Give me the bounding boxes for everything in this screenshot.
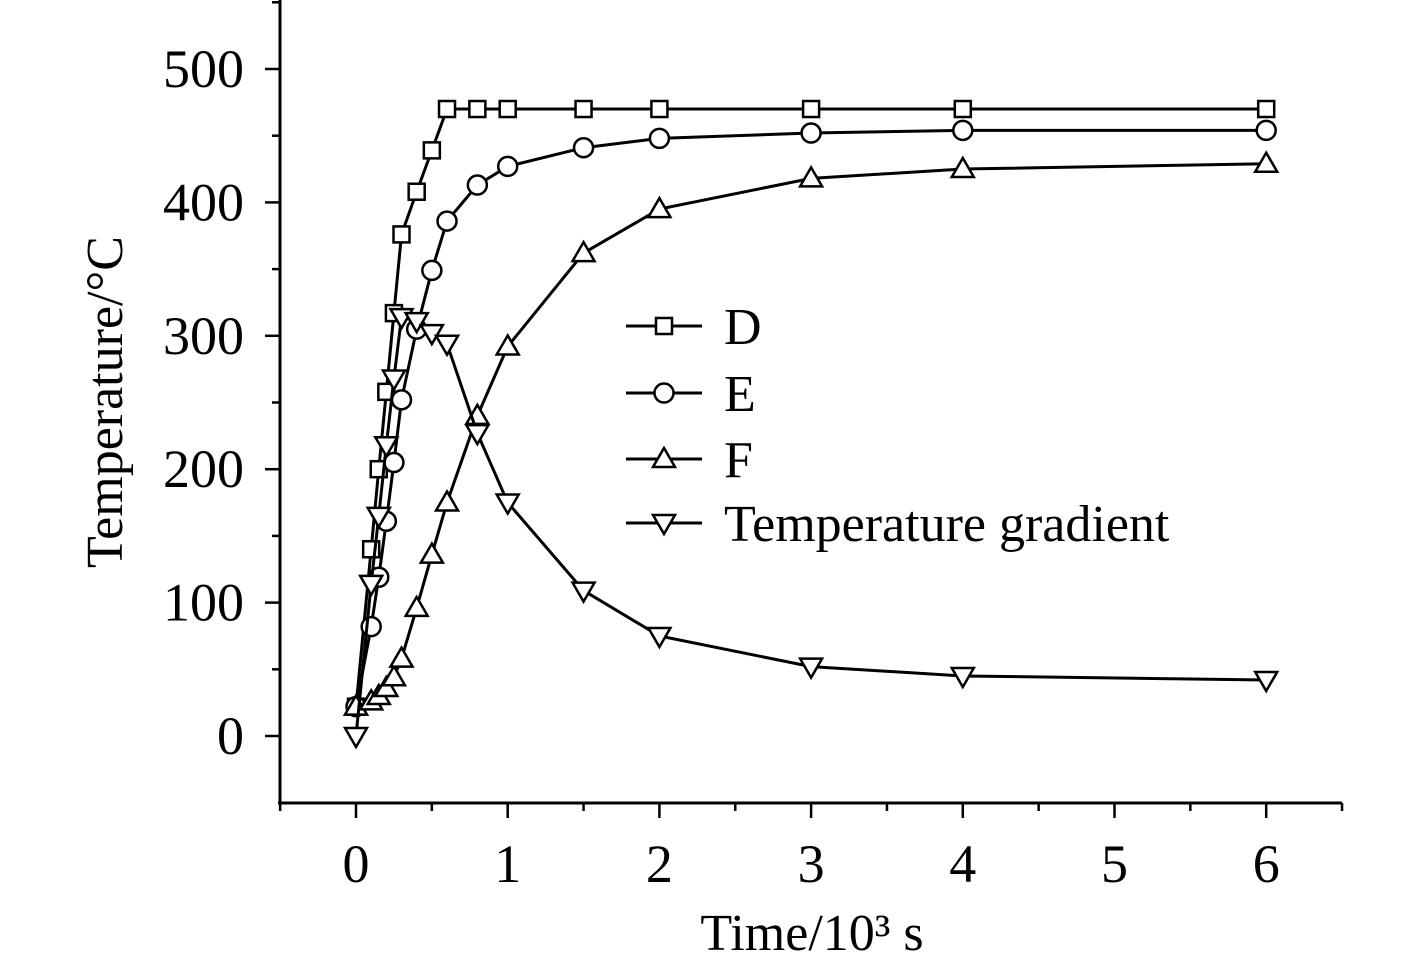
- x-ticks: 0 1 2 3 4 5 6: [278, 803, 1344, 894]
- legend-marker-e: [653, 382, 675, 404]
- data-point-temperature-gradient: [358, 574, 385, 598]
- data-point-f: [380, 663, 408, 687]
- data-point-temperature-gradient: [1253, 670, 1280, 694]
- legend-marker-f: [650, 445, 678, 469]
- x-tick-label: 5: [1101, 834, 1128, 894]
- data-point-f: [949, 155, 976, 179]
- y-tick-label: 400: [163, 172, 244, 232]
- data-point-d: [498, 99, 517, 119]
- data-point-temperature-gradient: [342, 726, 370, 750]
- data-point-d: [468, 99, 487, 119]
- y-tick-label: 500: [163, 39, 244, 99]
- x-axis-label: Time/10³ s: [700, 905, 923, 962]
- series-line-d: [354, 107, 1267, 707]
- legend-marker-d: [654, 316, 674, 336]
- data-point-d: [392, 225, 411, 244]
- data-point-e: [572, 136, 595, 159]
- data-point-f: [646, 195, 673, 219]
- series-line-f: [355, 162, 1267, 709]
- legend-item-temperature-gradient: Temperature gradient: [626, 496, 1170, 553]
- data-point-d: [437, 99, 457, 119]
- data-point-temperature-gradient: [464, 423, 491, 447]
- data-point-temperature-gradient: [949, 666, 976, 690]
- legend-item-d: D: [626, 299, 762, 356]
- data-point-d: [953, 99, 973, 119]
- data-point-temperature-gradient: [380, 369, 408, 392]
- data-point-temperature-gradient: [494, 493, 521, 517]
- data-point-f: [1253, 150, 1280, 173]
- data-point-f: [403, 594, 430, 618]
- data-point-e: [1255, 119, 1277, 142]
- data-point-d: [422, 141, 442, 160]
- data-point-e: [800, 122, 822, 144]
- data-point-e: [360, 615, 382, 638]
- x-tick-label: 0: [343, 834, 370, 894]
- data-point-e: [466, 174, 489, 196]
- legend-item-f: F: [626, 432, 753, 489]
- x-tick-label: 1: [494, 834, 521, 894]
- data-point-d: [1256, 99, 1276, 119]
- data-point-f: [494, 332, 521, 356]
- data-point-temperature-gradient: [646, 626, 673, 650]
- data-point-e: [421, 259, 443, 282]
- data-point-e: [496, 155, 519, 178]
- y-tick-label: 0: [217, 706, 244, 766]
- data-point-temperature-gradient: [433, 334, 461, 358]
- legend-marker-temperature-gradient: [650, 513, 678, 537]
- y-tick-label: 300: [163, 306, 244, 366]
- legend: DEF Temperature gradient: [626, 299, 1170, 553]
- data-point-e: [436, 210, 458, 232]
- data-point-temperature-gradient: [570, 581, 597, 605]
- data-point-d: [650, 99, 669, 119]
- series-d: [346, 99, 1276, 716]
- legend-item-e: E: [626, 366, 756, 423]
- data-point-f: [418, 541, 446, 564]
- x-tick-label: 6: [1253, 834, 1280, 894]
- data-point-d: [574, 99, 593, 119]
- legend-label: Temperature gradient: [724, 496, 1170, 553]
- data-point-d: [407, 182, 426, 201]
- data-point-e: [648, 127, 671, 150]
- x-tick-label: 3: [798, 834, 825, 894]
- y-tick-label: 200: [163, 439, 244, 499]
- axes: [278, 0, 1342, 805]
- data-point-temperature-gradient: [797, 657, 825, 681]
- x-tick-label: 2: [646, 834, 673, 894]
- data-point-f: [388, 645, 415, 668]
- y-ticks: 0 100 200 300 400 500: [163, 1, 280, 766]
- data-point-f: [433, 489, 461, 512]
- y-tick-label: 100: [163, 573, 244, 633]
- data-point-e: [952, 119, 974, 142]
- y-axis-label: Temperature/°C: [77, 236, 134, 568]
- legend-label: E: [724, 366, 756, 423]
- legend-label: D: [724, 299, 762, 356]
- data-point-f: [570, 239, 597, 263]
- data-point-d: [801, 99, 821, 119]
- x-tick-label: 4: [949, 834, 976, 894]
- legend-label: F: [724, 432, 753, 489]
- series-f: [342, 150, 1280, 716]
- series-temperature-gradient: [342, 307, 1280, 750]
- series-line-e: [354, 128, 1267, 707]
- data-point-temperature-gradient: [365, 506, 392, 530]
- data-point-e: [390, 389, 413, 411]
- data-point-temperature-gradient: [403, 311, 430, 335]
- data-point-f: [797, 164, 825, 188]
- series-e: [345, 119, 1277, 718]
- series-layer: [342, 99, 1280, 750]
- data-point-temperature-gradient: [373, 435, 400, 459]
